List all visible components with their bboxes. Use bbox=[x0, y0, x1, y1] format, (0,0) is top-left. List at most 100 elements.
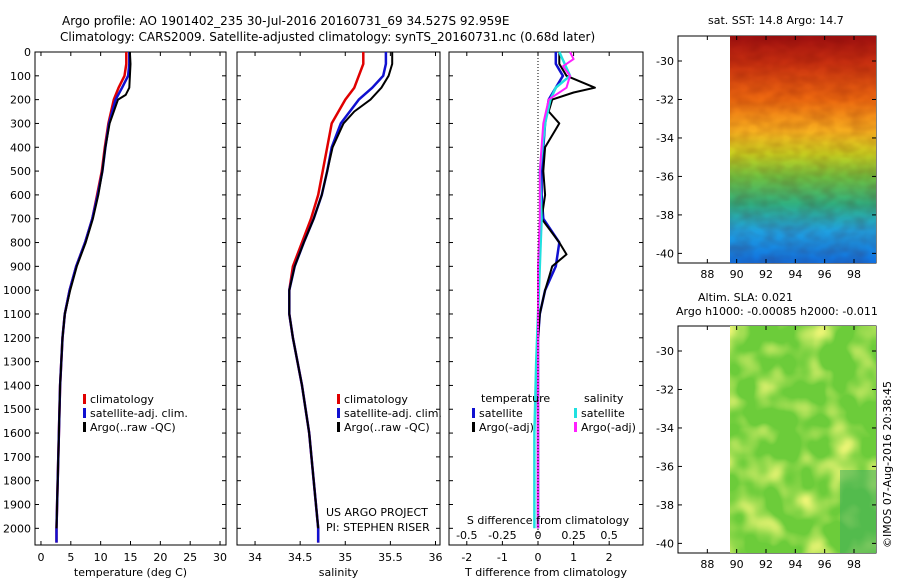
legend-label: climatology bbox=[90, 393, 154, 406]
y-tick-label: 1100 bbox=[3, 308, 31, 321]
y-tick-label: 700 bbox=[10, 213, 31, 226]
x-tick-label: -1 bbox=[497, 551, 508, 564]
legend-label: Argo(..raw -QC) bbox=[344, 421, 430, 434]
map-x-tick-label: 98 bbox=[847, 268, 861, 281]
legend-label: satellite bbox=[479, 407, 523, 420]
series-line bbox=[55, 51, 132, 529]
y-tick-label: 1600 bbox=[3, 427, 31, 440]
series-line bbox=[288, 52, 394, 529]
sst-map: sat. SST: 14.8 Argo: 14.7 bbox=[677, 14, 877, 264]
x-tick-label: 30 bbox=[213, 551, 227, 564]
map-x-tick-label: 94 bbox=[788, 268, 802, 281]
y-tick-label: 1800 bbox=[3, 475, 31, 488]
salinity-panel: 34 34.5 35 35.5 36 salinity climatologysatelli… bbox=[236, 51, 442, 579]
map-y-tick-label: -30 bbox=[656, 55, 674, 68]
x-tick-label: 35 bbox=[338, 551, 352, 564]
temperature-panel: 0100200300400500600700800900100011001200… bbox=[3, 46, 227, 579]
x-tick-label: 0 bbox=[37, 551, 44, 564]
legend-swatch bbox=[472, 422, 475, 432]
map-y-tick-label: -34 bbox=[656, 132, 674, 145]
legend-swatch bbox=[574, 408, 577, 418]
legend-swatch bbox=[337, 408, 340, 418]
y-tick-label: 300 bbox=[10, 117, 31, 130]
y-tick-label: 600 bbox=[10, 189, 31, 202]
project-credit: US ARGO PROJECT bbox=[326, 506, 428, 519]
map-x-tick-label: 92 bbox=[759, 558, 773, 571]
y-tick-label: 1000 bbox=[3, 284, 31, 297]
map-x-tick-label: 98 bbox=[847, 558, 861, 571]
map-x-tick-label: 94 bbox=[788, 558, 802, 571]
x-tick-label: 36 bbox=[428, 551, 442, 564]
sla-map-title: Altim. SLA: 0.021 bbox=[698, 291, 793, 304]
legend-label: climatology bbox=[344, 393, 408, 406]
legend-swatch bbox=[472, 408, 475, 418]
y-tick-label: 1200 bbox=[3, 332, 31, 345]
legend-label: Argo(..raw -QC) bbox=[90, 421, 176, 434]
legend-label: Argo(-adj) bbox=[581, 421, 636, 434]
x-tick-label: 2 bbox=[606, 551, 613, 564]
map-x-tick-label: 88 bbox=[700, 268, 714, 281]
x-axis-label: temperature (deg C) bbox=[74, 566, 187, 579]
map-y-tick-label: -38 bbox=[656, 499, 674, 512]
legend-title: salinity bbox=[584, 392, 624, 405]
y-tick-label: 1900 bbox=[3, 499, 31, 512]
y-tick-label: 1300 bbox=[3, 356, 31, 369]
y-tick-label: 500 bbox=[10, 165, 31, 178]
x-axis-label: T difference from climatology bbox=[464, 566, 627, 579]
pi-credit: PI: STEPHEN RISER bbox=[326, 521, 430, 534]
map-y-tick-label: -40 bbox=[656, 247, 674, 260]
legend-swatch bbox=[83, 408, 86, 418]
sla-map-axes: 88 90 92 94 96 98 -30 -32 -34 -36 -38 -40 bbox=[656, 326, 876, 571]
x-tick-label: 10 bbox=[94, 551, 108, 564]
difference-panel: -2 -1 0 1 2 T difference from climatology -0.5… bbox=[448, 51, 644, 579]
header-line2: Climatology: CARS2009. Satellite-adjuste… bbox=[60, 30, 595, 44]
map-y-tick-label: -40 bbox=[656, 537, 674, 550]
map-x-tick-label: 96 bbox=[818, 558, 832, 571]
map-y-tick-label: -32 bbox=[656, 383, 674, 396]
y-tick-label: 100 bbox=[10, 70, 31, 83]
sla-map: Altim. SLA: 0.021 Argo h1000: -0.00085 h… bbox=[676, 291, 878, 554]
map-x-tick-label: 90 bbox=[730, 558, 744, 571]
y-tick-label: 1500 bbox=[3, 403, 31, 416]
legend-label: Argo(-adj) bbox=[479, 421, 534, 434]
x-tick-label: 25 bbox=[183, 551, 197, 564]
x-axis-label: salinity bbox=[319, 566, 359, 579]
sst-map-title: sat. SST: 14.8 Argo: 14.7 bbox=[708, 14, 844, 27]
top-tick-label: 0.25 bbox=[561, 529, 586, 542]
series-line bbox=[537, 51, 575, 529]
legend-swatch bbox=[337, 422, 340, 432]
plot-frame bbox=[34, 51, 227, 546]
legend-label: satellite-adj. clim. bbox=[344, 407, 442, 420]
top-tick-label: 0 bbox=[534, 529, 541, 542]
legend-swatch bbox=[83, 394, 86, 404]
x-tick-label: 1 bbox=[570, 551, 577, 564]
top-tick-label: -0.5 bbox=[456, 529, 477, 542]
sst-map-axes: 88 90 92 94 96 98 -30 -32 -34 -36 -38 -40 bbox=[656, 36, 876, 281]
y-tick-label: 200 bbox=[10, 94, 31, 107]
top-axis-label: S difference from climatology bbox=[467, 514, 630, 527]
x-tick-label: 20 bbox=[153, 551, 167, 564]
sla-shade bbox=[840, 470, 876, 553]
y-tick-label: 900 bbox=[10, 260, 31, 273]
x-tick-label: 34.5 bbox=[288, 551, 313, 564]
map-y-tick-label: -32 bbox=[656, 93, 674, 106]
legend-label: satellite bbox=[581, 407, 625, 420]
map-y-tick-label: -36 bbox=[656, 170, 674, 183]
y-tick-label: 2000 bbox=[3, 522, 31, 535]
sst-texture bbox=[730, 36, 876, 263]
top-tick-label: -0.25 bbox=[488, 529, 516, 542]
map-y-tick-label: -30 bbox=[656, 345, 674, 358]
map-x-tick-label: 92 bbox=[759, 268, 773, 281]
map-x-tick-label: 88 bbox=[700, 558, 714, 571]
map-y-tick-label: -36 bbox=[656, 460, 674, 473]
header-line1: Argo profile: AO 1901402_235 30-Jul-2016… bbox=[62, 14, 509, 28]
series-line bbox=[537, 52, 596, 529]
legend-title: temperature bbox=[481, 392, 550, 405]
map-x-tick-label: 90 bbox=[730, 268, 744, 281]
map-y-tick-label: -34 bbox=[656, 422, 674, 435]
legend-label: satellite-adj. clim. bbox=[90, 407, 188, 420]
x-tick-label: 34 bbox=[248, 551, 262, 564]
x-tick-label: 15 bbox=[124, 551, 138, 564]
y-tick-label: 1700 bbox=[3, 451, 31, 464]
sla-map-subtitle: Argo h1000: -0.00085 h2000: -0.011 bbox=[676, 305, 878, 318]
